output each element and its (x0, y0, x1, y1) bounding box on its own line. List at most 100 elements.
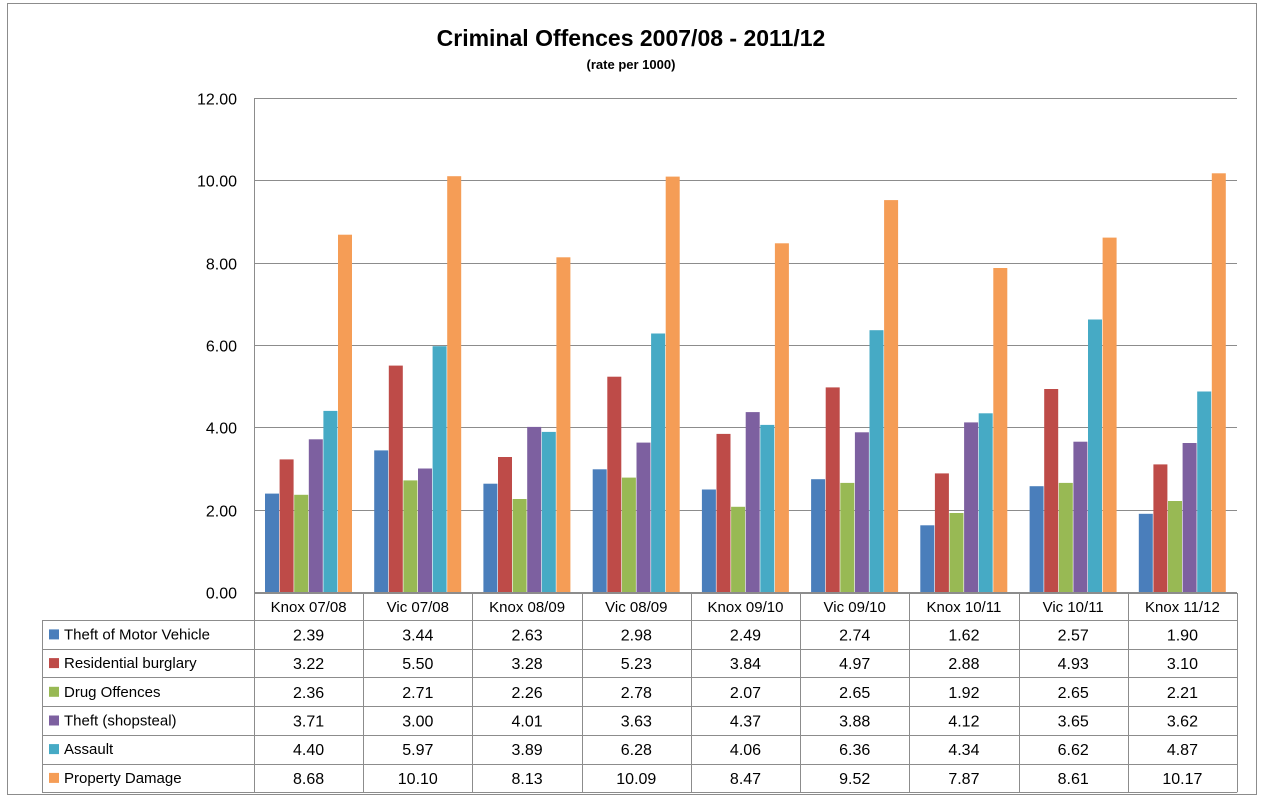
y-tick-label: 12.00 (197, 92, 237, 109)
bar-1-2 (374, 450, 389, 592)
gridlines (254, 98, 1237, 593)
y-tick-label: 2.00 (206, 504, 237, 521)
bar-2-7 (934, 473, 949, 592)
bar-2-6 (825, 387, 840, 592)
data-label: 8.68 (293, 771, 324, 788)
bar-3-9 (1168, 501, 1182, 592)
data-label: 8.61 (1058, 771, 1089, 788)
bar-3-7 (949, 513, 964, 592)
data-label: 2.74 (839, 627, 870, 644)
data-label: 4.93 (1058, 656, 1089, 673)
bar-5-8 (1088, 319, 1102, 592)
bars-layer (265, 173, 1226, 593)
y-tick-label: 4.00 (206, 421, 237, 438)
bar-5-9 (1197, 391, 1212, 592)
bar-4-3 (527, 426, 542, 592)
legend-swatch (49, 686, 59, 697)
bar-4-2 (418, 468, 432, 592)
data-label: 2.39 (293, 627, 324, 644)
bar-6-3 (556, 257, 571, 592)
data-label: 3.10 (1167, 656, 1198, 673)
bar-4-5 (745, 412, 760, 592)
data-label: 2.36 (293, 685, 324, 702)
series-name: Drug Offences (64, 684, 160, 701)
legend-swatch (49, 772, 59, 783)
series-name: Property Damage (64, 770, 182, 787)
data-label: 5.50 (402, 656, 433, 673)
data-label: 1.62 (948, 627, 979, 644)
bar-1-9 (1138, 513, 1153, 592)
bar-5-2 (432, 346, 447, 592)
data-label: 7.87 (948, 771, 979, 788)
category-label: Knox 11/12 (1145, 599, 1220, 616)
y-tick-label: 10.00 (197, 174, 237, 191)
series-name: Theft of Motor Vehicle (64, 626, 210, 643)
bar-3-3 (512, 499, 527, 592)
bar-1-7 (920, 525, 935, 592)
data-label: 4.37 (730, 714, 761, 731)
data-label: 4.12 (948, 714, 979, 731)
data-label: 3.22 (293, 656, 324, 673)
data-label: 2.65 (839, 685, 870, 702)
bar-2-1 (279, 459, 294, 592)
bar-5-1 (323, 410, 338, 592)
bar-3-1 (294, 494, 309, 592)
chart-subtitle: (rate per 1000) (587, 57, 676, 72)
data-label: 3.44 (402, 627, 433, 644)
data-label: 3.63 (621, 714, 652, 731)
y-tick-label: 8.00 (206, 257, 237, 274)
bar-6-1 (338, 234, 352, 592)
data-label: 2.49 (730, 627, 761, 644)
legend-swatch (49, 658, 59, 669)
bar-3-5 (731, 506, 746, 592)
bar-4-8 (1073, 441, 1088, 592)
bar-6-9 (1211, 173, 1226, 593)
data-label: 6.62 (1058, 742, 1089, 759)
bar-6-7 (993, 268, 1008, 592)
series-name: Residential burglary (64, 655, 197, 672)
bar-2-5 (716, 433, 731, 592)
bar-4-9 (1182, 443, 1197, 592)
data-label: 2.88 (948, 656, 979, 673)
bar-5-3 (541, 431, 556, 592)
data-label: 4.97 (839, 656, 870, 673)
bar-6-6 (884, 200, 899, 592)
data-label: 1.90 (1167, 627, 1198, 644)
legend-swatch (49, 629, 59, 640)
data-label: 2.21 (1167, 685, 1198, 702)
data-label: 4.01 (512, 714, 543, 731)
data-label: 10.10 (398, 771, 438, 788)
data-label: 4.34 (948, 742, 979, 759)
data-label: 2.63 (512, 627, 543, 644)
y-axis: 0.00 2.00 4.00 6.00 8.00 10.00 12.00 (197, 92, 255, 603)
data-label: 5.23 (621, 656, 652, 673)
bar-1-4 (592, 469, 607, 592)
category-label: Vic 09/10 (824, 599, 886, 616)
bar-1-8 (1029, 486, 1044, 592)
bar-3-4 (621, 477, 636, 592)
bar-4-7 (964, 422, 979, 592)
y-tick-label: 6.00 (206, 339, 237, 356)
bar-5-6 (869, 330, 884, 592)
data-label: 2.26 (512, 685, 543, 702)
legend-swatch (49, 744, 59, 755)
data-label: 4.40 (293, 742, 324, 759)
bar-1-5 (701, 489, 716, 592)
data-label: 9.52 (839, 771, 870, 788)
data-label: 3.89 (512, 742, 543, 759)
bar-3-6 (840, 482, 855, 592)
data-label: 3.65 (1058, 714, 1089, 731)
bar-5-5 (760, 424, 775, 592)
data-label: 4.06 (730, 742, 761, 759)
data-label: 1.92 (948, 685, 979, 702)
data-label: 5.97 (402, 742, 433, 759)
bar-2-8 (1044, 389, 1059, 592)
bar-2-9 (1153, 464, 1168, 592)
data-label: 3.62 (1167, 714, 1198, 731)
bar-6-2 (447, 176, 462, 592)
chart-title: Criminal Offences 2007/08 - 2011/12 (437, 25, 826, 51)
data-label: 2.65 (1058, 685, 1089, 702)
bar-1-6 (811, 479, 826, 592)
